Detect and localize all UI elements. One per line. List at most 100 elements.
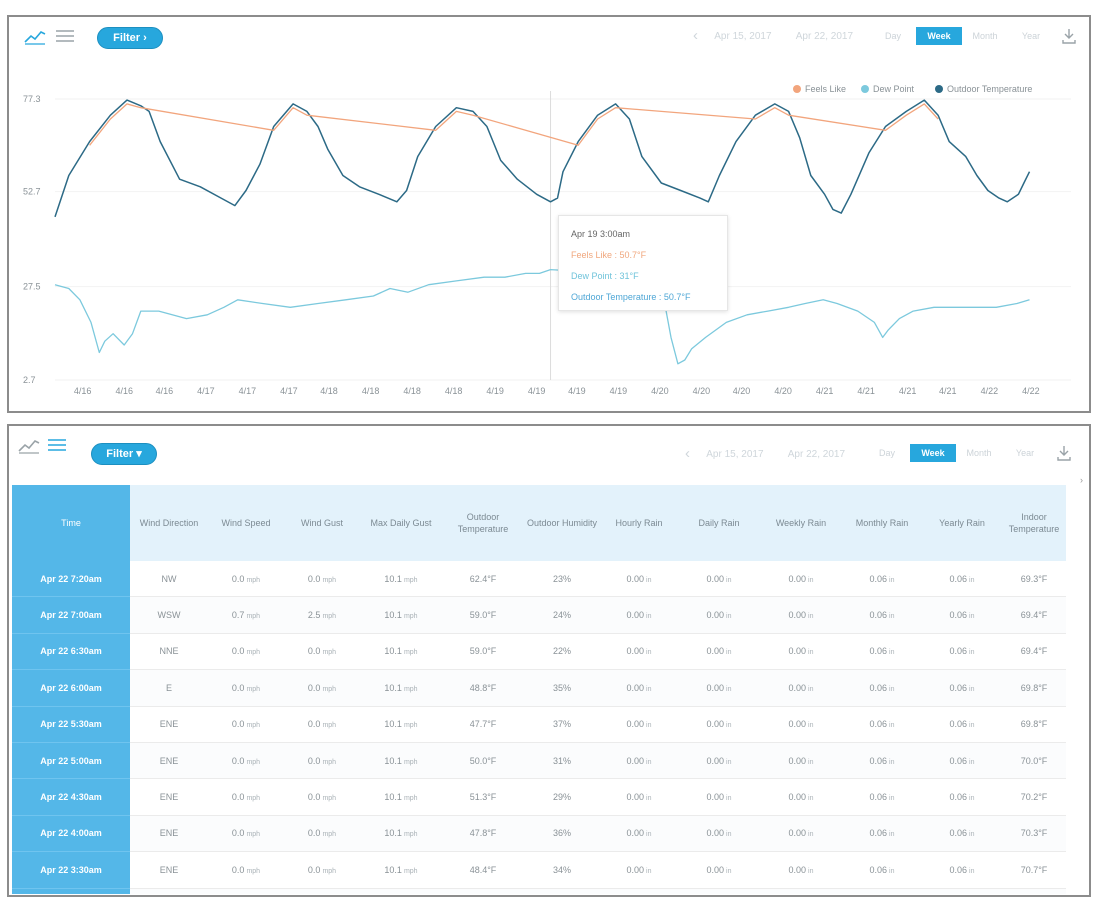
column-header[interactable]: Wind Direction bbox=[130, 485, 208, 561]
period-day[interactable]: Day bbox=[884, 31, 901, 41]
cell-value: 0.00 bbox=[626, 610, 645, 621]
period-year[interactable]: Year bbox=[1021, 31, 1041, 41]
column-header[interactable]: Hourly Rain bbox=[600, 485, 678, 561]
cell-unit: in bbox=[969, 795, 975, 803]
x-tick-label: 4/16 bbox=[156, 386, 174, 396]
date-range: ‹ Apr 15, 2017 Apr 22, 2017 bbox=[693, 27, 875, 44]
cell-value: 70.0°F bbox=[1020, 755, 1048, 766]
column-header[interactable]: Daily Rain bbox=[678, 485, 760, 561]
time-cell: Apr 22 4:00am bbox=[12, 815, 130, 853]
legend-label[interactable]: Feels Like bbox=[805, 84, 846, 94]
chart-legend[interactable]: Feels Like Dew Point Outdoor Temperature bbox=[793, 84, 1032, 94]
filter-button[interactable]: Filter › bbox=[97, 27, 163, 49]
chevron-left-icon[interactable]: ‹ bbox=[693, 27, 698, 44]
cell-value: 0.00 bbox=[788, 864, 807, 875]
cell-value: 35% bbox=[552, 682, 571, 693]
cell-unit: mph bbox=[403, 576, 418, 584]
cell-value: 2.5 bbox=[307, 610, 321, 621]
cell-value: 0.0 bbox=[231, 646, 245, 657]
time-cell: Apr 22 3:00am bbox=[12, 888, 130, 894]
cell-value: 29% bbox=[552, 792, 571, 803]
cell-unit: in bbox=[889, 831, 895, 839]
column-header[interactable]: Time bbox=[12, 485, 130, 561]
column-header[interactable]: Indoor Temperature bbox=[1002, 485, 1066, 561]
cell-unit: mph bbox=[403, 722, 418, 730]
period-day[interactable]: Day bbox=[878, 448, 895, 458]
cell-value: NNE bbox=[159, 646, 179, 657]
cell-unit: in bbox=[889, 685, 895, 693]
column-header[interactable]: Outdoor Temperature bbox=[442, 485, 524, 561]
date-from[interactable]: Apr 15, 2017 bbox=[706, 449, 764, 460]
data-table-container[interactable]: Time Wind Direction Wind Speed Wind Gust Max… bbox=[12, 485, 1066, 894]
date-to[interactable]: Apr 22, 2017 bbox=[795, 31, 853, 42]
cell-unit: in bbox=[726, 685, 732, 693]
legend-swatch bbox=[793, 85, 801, 93]
table-cell: 23% bbox=[524, 561, 600, 598]
column-header[interactable]: Max Daily Gust bbox=[360, 485, 442, 561]
chevron-left-icon[interactable]: ‹ bbox=[685, 445, 690, 462]
download-icon[interactable] bbox=[1061, 27, 1077, 45]
table-row[interactable]: Apr 22 4:00am ENE 0.0 mph 0.0 mph 10.1 mph 47.8°… bbox=[12, 815, 1066, 853]
table-row[interactable]: Apr 22 3:30am ENE 0.0 mph 0.0 mph 10.1 mph 48.4°… bbox=[12, 851, 1066, 889]
legend-label[interactable]: Dew Point bbox=[873, 84, 915, 94]
cell-value: 47.7°F bbox=[469, 719, 497, 730]
cell-value: Apr 22 4:30am bbox=[40, 792, 102, 803]
table-row[interactable]: Apr 22 5:00am ENE 0.0 mph 0.0 mph 10.1 mph 50.0°… bbox=[12, 742, 1066, 780]
time-cell: Apr 22 5:30am bbox=[12, 706, 130, 743]
column-header[interactable]: Weekly Rain bbox=[760, 485, 842, 561]
filter-button[interactable]: Filter ▾ bbox=[91, 443, 157, 465]
column-header[interactable]: Wind Gust bbox=[284, 485, 360, 561]
cell-unit: mph bbox=[322, 613, 337, 621]
download-icon[interactable] bbox=[1056, 444, 1072, 462]
line-chart-icon[interactable] bbox=[17, 436, 41, 454]
cell-unit: mph bbox=[322, 722, 337, 730]
table-row[interactable]: Apr 22 4:30am ENE 0.0 mph 0.0 mph 10.1 mph 51.3°… bbox=[12, 778, 1066, 816]
period-month[interactable]: Month bbox=[966, 448, 992, 458]
cell-value: 0.06 bbox=[869, 792, 888, 803]
scroll-right-icon[interactable]: › bbox=[1080, 475, 1083, 485]
period-week[interactable]: Week bbox=[916, 27, 962, 45]
line-chart-icon[interactable] bbox=[23, 27, 47, 45]
table-cell: 70.3°F bbox=[1002, 815, 1066, 853]
cell-value: 70.3°F bbox=[1020, 828, 1048, 839]
column-header[interactable]: Monthly Rain bbox=[842, 485, 922, 561]
table-row[interactable]: Apr 22 7:00am WSW 0.7 mph 2.5 mph 10.1 mph 59.0°… bbox=[12, 596, 1066, 634]
list-icon[interactable] bbox=[53, 27, 77, 45]
cell-unit: in bbox=[646, 613, 652, 621]
table-row[interactable]: Apr 22 6:30am NNE 0.0 mph 0.0 mph 10.1 mph 59.0°… bbox=[12, 633, 1066, 671]
list-icon[interactable] bbox=[45, 436, 69, 454]
table-row[interactable]: Apr 22 6:00am E 0.0 mph 0.0 mph 10.1 mph 48.8°F 3… bbox=[12, 669, 1066, 707]
cell-unit: in bbox=[808, 576, 814, 584]
column-header[interactable]: Wind Speed bbox=[208, 485, 284, 561]
cell-value: 10.1 bbox=[384, 755, 402, 766]
date-from[interactable]: Apr 15, 2017 bbox=[714, 31, 772, 42]
column-header[interactable]: Outdoor Humidity bbox=[524, 485, 600, 561]
table-row[interactable]: Apr 22 5:30am ENE 0.0 mph 0.0 mph 10.1 mph 47.7°… bbox=[12, 706, 1066, 743]
cell-value: 51.3°F bbox=[469, 792, 497, 803]
x-tick-label: 4/20 bbox=[693, 386, 711, 396]
period-week[interactable]: Week bbox=[910, 444, 956, 462]
table-row[interactable]: Apr 22 3:00amENE0.0mph0.0mph10.1mph46.7°… bbox=[12, 888, 1066, 894]
period-month[interactable]: Month bbox=[972, 31, 998, 41]
column-header[interactable]: Yearly Rain bbox=[922, 485, 1002, 561]
tooltip-dew-point: Dew Point : 31°F bbox=[571, 271, 639, 281]
legend-label[interactable]: Outdoor Temperature bbox=[947, 84, 1032, 94]
table-row[interactable]: Apr 22 7:20am NW 0.0 mph 0.0 mph 10.1 mph 62.4°F… bbox=[12, 561, 1066, 598]
table-cell: 35% bbox=[524, 669, 600, 707]
period-year[interactable]: Year bbox=[1015, 448, 1035, 458]
cell-unit: in bbox=[808, 613, 814, 621]
time-cell: Apr 22 7:20am bbox=[12, 561, 130, 598]
date-to[interactable]: Apr 22, 2017 bbox=[787, 449, 845, 460]
